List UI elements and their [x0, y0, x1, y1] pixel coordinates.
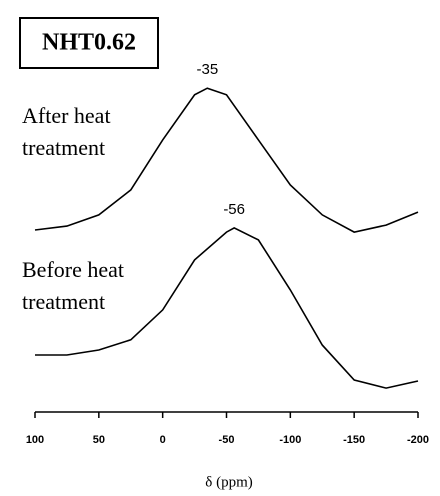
peak-label: -35 [197, 61, 219, 78]
series-label: treatment [22, 135, 105, 160]
x-tick-label: -150 [343, 434, 365, 446]
title-box [19, 17, 159, 69]
series-label: treatment [22, 289, 105, 314]
spectrum-line [35, 226, 419, 389]
x-axis-label: δ (ppm) [205, 474, 252, 490]
x-tick-label: 100 [26, 434, 44, 446]
chart-title: NHT0.62 [42, 30, 136, 56]
peak-label: -56 [223, 201, 245, 218]
spectrum-line [34, 87, 419, 233]
x-tick-label: 0 [160, 434, 166, 446]
series-label: After heat [22, 103, 111, 128]
x-tick-label: -50 [219, 434, 235, 446]
series-label: Before heat [22, 257, 124, 282]
x-tick-label: 50 [93, 434, 105, 446]
x-tick-label: -200 [407, 434, 429, 446]
x-tick-label: -100 [279, 434, 301, 446]
